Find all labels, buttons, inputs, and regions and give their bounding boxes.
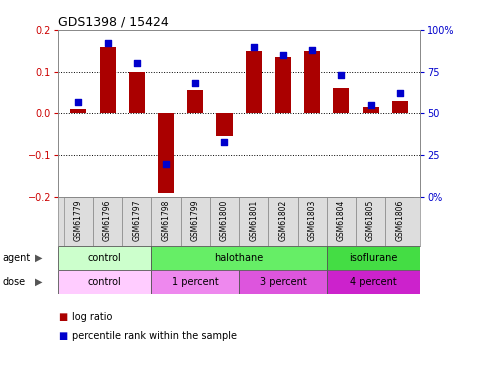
Text: GSM61801: GSM61801 (249, 200, 258, 241)
Bar (298, 197, 327, 246)
Point (191, 80, 199, 86)
Bar (392, 101, 408, 113)
Bar (268, 197, 298, 246)
Text: GSM61802: GSM61802 (278, 200, 287, 241)
Text: GSM61800: GSM61800 (220, 200, 229, 241)
Bar (187, 90, 203, 113)
Text: control: control (88, 277, 122, 287)
Point (338, 72, 345, 78)
Text: GSM61799: GSM61799 (191, 200, 200, 241)
Point (250, 44, 257, 50)
Bar (327, 197, 356, 246)
Bar (122, 197, 152, 246)
Point (396, 90, 404, 96)
Point (279, 52, 287, 58)
Text: ■: ■ (58, 312, 67, 322)
Bar (356, 197, 385, 246)
Text: 1 percent: 1 percent (172, 277, 219, 287)
Text: GSM61798: GSM61798 (161, 200, 170, 241)
Bar (304, 51, 320, 113)
Bar (246, 51, 262, 113)
Bar (129, 72, 145, 113)
Text: ▶: ▶ (35, 253, 43, 263)
Bar (216, 113, 232, 136)
Bar (239, 197, 268, 246)
Text: 4 percent: 4 percent (350, 277, 397, 287)
Point (162, 160, 170, 166)
Bar (64, 197, 93, 246)
Text: control: control (88, 253, 122, 263)
Bar (58, 197, 64, 246)
Bar (385, 197, 414, 246)
Text: GSM61803: GSM61803 (308, 200, 317, 241)
Text: GSM61779: GSM61779 (74, 200, 83, 241)
Bar (239, 270, 327, 294)
Text: GSM61806: GSM61806 (395, 200, 404, 241)
Text: GSM61797: GSM61797 (132, 200, 142, 241)
Text: halothane: halothane (214, 253, 264, 263)
Bar (58, 270, 152, 294)
Text: GSM61804: GSM61804 (337, 200, 346, 241)
Bar (327, 246, 420, 270)
Bar (152, 246, 327, 270)
Bar (181, 197, 210, 246)
Bar (152, 197, 181, 246)
Bar (275, 57, 291, 113)
Text: GSM61805: GSM61805 (366, 200, 375, 241)
Text: GDS1398 / 15424: GDS1398 / 15424 (58, 16, 169, 29)
Bar (333, 88, 349, 113)
Bar (414, 197, 420, 246)
Bar (152, 270, 239, 294)
Text: log ratio: log ratio (72, 312, 113, 322)
Bar (71, 109, 86, 113)
Text: ■: ■ (58, 331, 67, 340)
Text: dose: dose (2, 277, 26, 287)
Bar (327, 270, 420, 294)
Point (104, 40, 112, 46)
Text: 3 percent: 3 percent (259, 277, 306, 287)
Text: agent: agent (2, 253, 30, 263)
Bar (158, 113, 174, 193)
Point (74, 99, 82, 105)
Bar (99, 47, 115, 113)
Point (367, 102, 374, 108)
Bar (210, 197, 239, 246)
Point (133, 60, 141, 66)
Bar (58, 246, 152, 270)
Text: percentile rank within the sample: percentile rank within the sample (72, 331, 238, 340)
Text: isoflurane: isoflurane (349, 253, 398, 263)
Text: ▶: ▶ (35, 277, 43, 287)
Point (221, 139, 228, 145)
Bar (363, 107, 379, 113)
Point (308, 47, 316, 53)
Bar (93, 197, 122, 246)
Text: GSM61796: GSM61796 (103, 200, 112, 241)
